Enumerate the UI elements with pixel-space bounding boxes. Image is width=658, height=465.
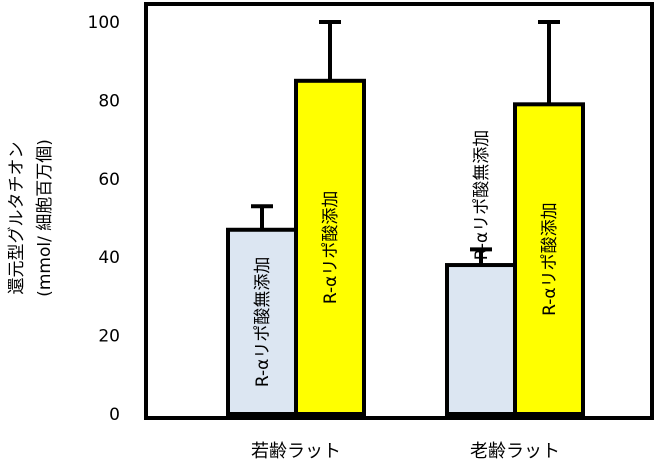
x-axis-categories: 若齢ラット 老齢ラット (251, 441, 560, 462)
y-tick-label: 80 (98, 91, 120, 111)
y-tick-label: 0 (109, 405, 120, 425)
error-bars (251, 20, 560, 266)
bar (226, 227, 298, 416)
y-tick-label: 40 (98, 248, 120, 268)
bar-label: R-αリポ酸無添加 (472, 130, 492, 260)
y-tick-label: 20 (98, 327, 120, 347)
y-tick-label: 100 (88, 13, 120, 33)
y-axis-label: 還元型グルタチオン (mmol/ 細胞百万個) (7, 139, 55, 297)
bar-label: R-αリポ酸無添加 (253, 257, 273, 387)
bar-label: R-αリポ酸添加 (540, 202, 560, 315)
y-axis-label-line2: (mmol/ 細胞百万個) (35, 139, 55, 297)
bar (294, 78, 366, 417)
y-axis-ticks: 0 20 40 60 80 100 (88, 13, 120, 425)
y-axis-label-line1: 還元型グルタチオン (7, 142, 27, 295)
x-category-label: 老齢ラット (470, 441, 560, 462)
bar-label: R-αリポ酸添加 (321, 191, 341, 304)
plot-frame (144, 2, 654, 420)
bar (445, 263, 517, 417)
x-category-label: 若齢ラット (251, 441, 341, 462)
bars (226, 78, 585, 417)
bar-labels: R-αリポ酸無添加 R-αリポ酸添加 R-αリポ酸無添加 R-αリポ酸添加 (253, 130, 560, 387)
y-tick-label: 60 (98, 170, 120, 190)
